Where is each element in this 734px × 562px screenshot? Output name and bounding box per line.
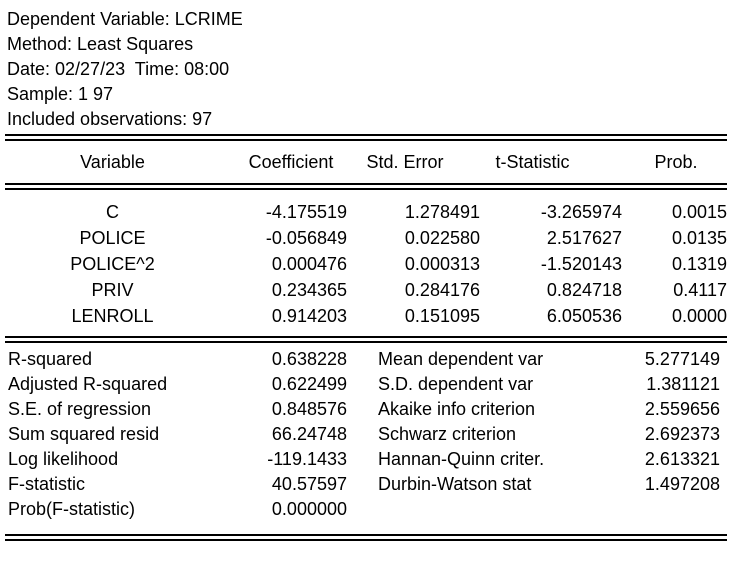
- std-error-cell: 1.278491: [404, 201, 480, 222]
- summary-right-empty: [375, 497, 607, 522]
- prob-cell: 0.0015: [671, 201, 727, 222]
- summary-left-value: 40.57597: [271, 474, 347, 494]
- summary-row: S.E. of regression 0.848576 Akaike info …: [5, 397, 725, 422]
- summary-gap: [352, 422, 375, 447]
- bottom-double-rule: [5, 534, 727, 541]
- variable-name-cell: PRIV: [91, 279, 134, 300]
- top-double-rule: [5, 134, 727, 141]
- coefficient-cell: -0.056849: [265, 227, 347, 248]
- header-double-rule: [5, 183, 727, 190]
- coefficient-row: POLICE -0.056849 0.022580 2.517627 0.013…: [5, 225, 727, 251]
- equation-spec-header: Dependent Variable: LCRIME Method: Least…: [0, 0, 734, 132]
- summary-gap: [352, 497, 375, 522]
- mid-double-rule: [5, 336, 727, 343]
- summary-gap: [352, 372, 375, 397]
- coefficient-cell: 0.914203: [271, 305, 347, 326]
- summary-right-label: S.D. dependent var: [378, 374, 534, 394]
- summary-row: R-squared 0.638228 Mean dependent var 5.…: [5, 347, 725, 372]
- method-line: Method: Least Squares: [7, 34, 194, 54]
- summary-left-label: Sum squared resid: [8, 424, 160, 444]
- summary-gap: [352, 397, 375, 422]
- summary-gap: [352, 347, 375, 372]
- t-statistic-cell: 2.517627: [546, 227, 622, 248]
- summary-left-label: R-squared: [8, 349, 93, 369]
- t-statistic-cell: -3.265974: [540, 201, 622, 222]
- summary-right-label: Mean dependent var: [378, 349, 544, 369]
- summary-right-label: Schwarz criterion: [378, 424, 517, 444]
- std-error-cell: 0.022580: [404, 227, 480, 248]
- summary-right-value: 2.613321: [644, 449, 720, 469]
- summary-stats-table: R-squared 0.638228 Mean dependent var 5.…: [5, 347, 725, 522]
- summary-left-label: Log likelihood: [8, 449, 119, 469]
- prob-cell: 0.1319: [671, 253, 727, 274]
- summary-right-value: 2.692373: [644, 424, 720, 444]
- summary-left-label: Prob(F-statistic): [8, 499, 136, 519]
- summary-row: Adjusted R-squared 0.622499 S.D. depende…: [5, 372, 725, 397]
- summary-left-value: 0.638228: [271, 349, 347, 369]
- std-error-cell: 0.284176: [404, 279, 480, 300]
- summary-row: Sum squared resid 66.24748 Schwarz crite…: [5, 422, 725, 447]
- summary-left-value: 0.000000: [271, 499, 347, 519]
- summary-left-label: Adjusted R-squared: [8, 374, 168, 394]
- column-header-t-statistic: t-Statistic: [495, 151, 570, 172]
- observations-line: Included observations: 97: [7, 109, 213, 129]
- column-header-prob: Prob.: [654, 151, 698, 172]
- summary-gap: [352, 447, 375, 472]
- summary-gap: [352, 472, 375, 497]
- coefficient-cell: 0.234365: [271, 279, 347, 300]
- column-header-coefficient: Coefficient: [248, 151, 334, 172]
- date-time-line: Date: 02/27/23 Time: 08:00: [7, 59, 230, 79]
- coefficient-cell: -4.175519: [265, 201, 347, 222]
- prob-cell: 0.4117: [673, 279, 727, 300]
- std-error-cell: 0.000313: [404, 253, 480, 274]
- t-statistic-cell: -1.520143: [540, 253, 622, 274]
- summary-left-value: 0.622499: [271, 374, 347, 394]
- column-header-std-error: Std. Error: [366, 151, 444, 172]
- summary-left-value: 66.24748: [271, 424, 347, 444]
- dependent-variable-line: Dependent Variable: LCRIME: [7, 9, 243, 29]
- summary-left-label: S.E. of regression: [8, 399, 152, 419]
- variable-name-cell: POLICE: [79, 227, 146, 248]
- summary-row: Prob(F-statistic) 0.000000: [5, 497, 725, 522]
- prob-cell: 0.0135: [671, 227, 727, 248]
- t-statistic-cell: 0.824718: [546, 279, 622, 300]
- coefficient-table-header: Variable Coefficient Std. Error t-Statis…: [5, 141, 727, 183]
- coefficient-row: PRIV 0.234365 0.284176 0.824718 0.4117: [5, 277, 727, 303]
- summary-right-value: 2.559656: [644, 399, 720, 419]
- variable-name-cell: LENROLL: [71, 305, 154, 326]
- coefficient-cell: 0.000476: [271, 253, 347, 274]
- variable-name-cell: POLICE^2: [70, 253, 155, 274]
- summary-row: Log likelihood -119.1433 Hannan-Quinn cr…: [5, 447, 725, 472]
- summary-left-value: 0.848576: [271, 399, 347, 419]
- coefficient-row: POLICE^2 0.000476 0.000313 -1.520143 0.1…: [5, 251, 727, 277]
- summary-right-value: 1.381121: [646, 374, 720, 394]
- variable-name-cell: C: [106, 201, 119, 222]
- summary-left-value: -119.1433: [267, 449, 347, 469]
- summary-right-label: Hannan-Quinn criter.: [378, 449, 545, 469]
- summary-right-value: 5.277149: [644, 349, 720, 369]
- summary-left-label: F-statistic: [8, 474, 86, 494]
- coefficient-row: C -4.175519 1.278491 -3.265974 0.0015: [5, 199, 727, 225]
- sample-line: Sample: 1 97: [7, 84, 114, 104]
- coefficient-row: LENROLL 0.914203 0.151095 6.050536 0.000…: [5, 303, 727, 329]
- summary-row: F-statistic 40.57597 Durbin-Watson stat …: [5, 472, 725, 497]
- column-header-variable: Variable: [80, 151, 145, 172]
- t-statistic-cell: 6.050536: [546, 305, 622, 326]
- summary-right-label: Durbin-Watson stat: [378, 474, 532, 494]
- summary-right-label: Akaike info criterion: [378, 399, 536, 419]
- summary-right-value: 1.497208: [644, 474, 720, 494]
- prob-cell: 0.0000: [671, 305, 727, 326]
- std-error-cell: 0.151095: [404, 305, 480, 326]
- coefficient-table: C -4.175519 1.278491 -3.265974 0.0015 PO…: [5, 199, 727, 329]
- summary-right-empty: [607, 497, 725, 522]
